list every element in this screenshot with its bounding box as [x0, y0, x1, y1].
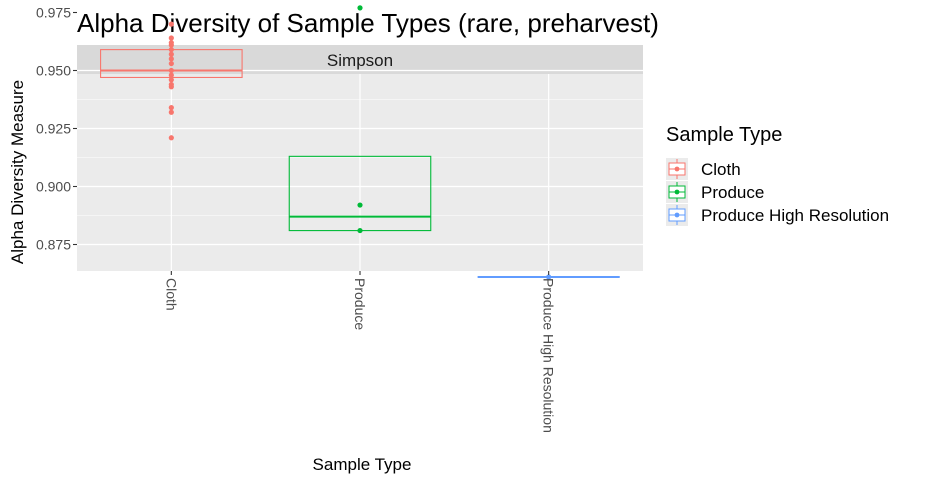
data-point: [357, 227, 363, 234]
data-point: [168, 84, 174, 90]
data-point: [168, 72, 174, 78]
data-point: [168, 77, 174, 83]
x-tick-label: Produce High Resolution: [541, 278, 557, 433]
y-tick-label: 0.900: [36, 179, 71, 195]
y-tick-label: 0.875: [36, 237, 71, 253]
y-tick-label: 0.950: [36, 63, 71, 79]
data-point: [357, 202, 363, 208]
y-tick-label: 0.975: [36, 5, 71, 21]
y-tick-label: 0.925: [36, 121, 71, 137]
y-axis-title: Alpha Diversity Measure: [8, 80, 27, 264]
facet-label: Simpson: [327, 51, 393, 70]
data-point: [357, 5, 363, 11]
data-points: [168, 5, 552, 280]
y-axis: 0.875 0.900 0.925 0.950 0.975: [36, 5, 77, 253]
data-point: [168, 105, 174, 111]
data-point: [168, 21, 174, 27]
x-axis-title: Sample Type: [313, 455, 412, 474]
data-point: [546, 274, 552, 280]
legend-key-point: [674, 189, 680, 195]
legend: Sample Type Cloth Produce Produce High Res…: [666, 124, 889, 226]
legend-entry-label: Cloth: [701, 160, 741, 179]
x-tick-label: Cloth: [163, 278, 179, 311]
legend-key-point: [674, 166, 680, 172]
data-point: [168, 42, 174, 48]
legend-title: Sample Type: [666, 124, 782, 146]
legend-entry-label: Produce: [701, 183, 764, 202]
data-point: [168, 47, 174, 53]
x-axis: Cloth Produce Produce High Resolution: [163, 271, 557, 433]
data-point: [168, 35, 174, 41]
data-point: [168, 51, 174, 57]
legend-key-point: [674, 212, 680, 218]
data-point: [168, 56, 174, 62]
x-tick-label: Produce: [352, 278, 368, 330]
data-point: [168, 67, 174, 74]
data-point: [168, 60, 174, 67]
data-point: [168, 109, 174, 115]
legend-entry-label: Produce High Resolution: [701, 206, 889, 225]
data-point: [168, 135, 174, 141]
